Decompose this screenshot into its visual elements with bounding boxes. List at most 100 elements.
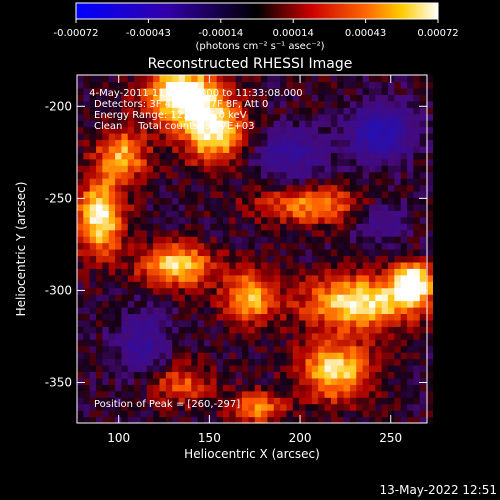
heatmap-cell: [273, 319, 281, 327]
heatmap-cell: [191, 75, 199, 83]
heatmap-cell: [356, 358, 364, 366]
heatmap-cell: [375, 416, 383, 424]
heatmap-cell: [153, 191, 161, 199]
heatmap-cell: [89, 107, 97, 115]
heatmap-cell: [388, 236, 395, 244]
heatmap-cell: [216, 384, 224, 392]
heatmap-cell: [343, 152, 351, 160]
heatmap-cell: [413, 242, 421, 250]
heatmap-cell: [83, 145, 91, 153]
heatmap-cell: [235, 223, 243, 231]
heatmap-cell: [235, 294, 243, 302]
heatmap-cell: [102, 268, 110, 276]
heatmap-cell: [388, 255, 395, 263]
heatmap-cell: [229, 178, 237, 186]
heatmap-cell: [248, 126, 256, 134]
heatmap-cell: [102, 281, 110, 289]
heatmap-cell: [127, 210, 135, 218]
heatmap-cell: [362, 229, 370, 237]
heatmap-cell: [83, 197, 91, 205]
heatmap-cell: [102, 319, 110, 327]
heatmap-cell: [375, 165, 383, 173]
heatmap-cell: [102, 126, 110, 134]
heatmap-cell: [349, 145, 357, 153]
colorbar-tick-label: -0.00014: [198, 28, 243, 39]
heatmap-cell: [388, 120, 395, 128]
heatmap-cell: [356, 294, 364, 302]
heatmap-cell: [248, 203, 256, 211]
heatmap-cell: [349, 94, 357, 102]
heatmap-cell: [203, 307, 211, 315]
heatmap-cell: [324, 178, 332, 186]
heatmap-cell: [248, 184, 256, 192]
heatmap-cell: [134, 165, 142, 173]
heatmap-cell: [261, 352, 269, 360]
heatmap-cell: [362, 191, 370, 199]
y-tick-label: -250: [45, 191, 72, 205]
heatmap-cell: [159, 249, 167, 257]
heatmap-cell: [368, 397, 376, 405]
heatmap-cell: [89, 120, 97, 128]
heatmap-cell: [197, 307, 205, 315]
heatmap-cell: [419, 236, 427, 244]
heatmap-cell: [368, 171, 376, 179]
heatmap-cell: [229, 158, 237, 166]
heatmap-cell: [407, 229, 414, 237]
heatmap-cell: [140, 377, 148, 385]
heatmap-cell: [330, 87, 338, 95]
heatmap-cell: [280, 120, 288, 128]
heatmap-cell: [362, 87, 370, 95]
heatmap-cell: [216, 229, 224, 237]
heatmap-cell: [254, 300, 262, 308]
heatmap-cell: [330, 197, 338, 205]
heatmap-cell: [426, 332, 434, 340]
heatmap-cell: [197, 332, 205, 340]
heatmap-cell: [89, 352, 97, 360]
heatmap-cell: [178, 410, 186, 418]
heatmap-cell: [419, 307, 427, 315]
heatmap-cell: [165, 133, 173, 141]
heatmap-cell: [127, 178, 135, 186]
heatmap-cell: [388, 191, 395, 199]
heatmap-cell: [362, 339, 370, 347]
heatmap-cell: [292, 332, 300, 340]
heatmap-cell: [413, 107, 421, 115]
heatmap-cell: [115, 100, 123, 108]
heatmap-cell: [134, 384, 142, 392]
heatmap-cell: [159, 242, 167, 250]
heatmap-cell: [349, 268, 357, 276]
heatmap-cell: [381, 249, 389, 257]
heatmap-cell: [394, 133, 402, 141]
heatmap-cell: [108, 287, 116, 295]
heatmap-cell: [140, 216, 148, 224]
heatmap-cell: [121, 145, 129, 153]
heatmap-cell: [254, 274, 262, 282]
heatmap-cell: [203, 120, 211, 128]
heatmap-cell: [191, 365, 199, 373]
heatmap-cell: [356, 120, 364, 128]
heatmap-cell: [216, 416, 224, 424]
heatmap-cell: [77, 139, 84, 147]
heatmap-cell: [229, 152, 237, 160]
heatmap-cell: [184, 319, 192, 327]
heatmap-cell: [146, 191, 154, 199]
heatmap-cell: [197, 203, 205, 211]
heatmap-cell: [216, 255, 224, 263]
heatmap-cell: [235, 332, 243, 340]
heatmap-cell: [102, 358, 110, 366]
heatmap-cell: [330, 300, 338, 308]
heatmap-cell: [191, 371, 199, 379]
heatmap-cell: [197, 397, 205, 405]
heatmap-cell: [343, 345, 351, 353]
heatmap-cell: [191, 120, 199, 128]
heatmap-cell: [381, 87, 389, 95]
heatmap-cell: [178, 184, 186, 192]
heatmap-cell: [115, 178, 123, 186]
heatmap-cell: [273, 326, 281, 334]
heatmap-cell: [305, 377, 313, 385]
heatmap-cell: [235, 300, 243, 308]
heatmap-cell: [349, 261, 357, 269]
heatmap-cell: [356, 158, 364, 166]
heatmap-cell: [121, 94, 129, 102]
heatmap-cell: [311, 307, 319, 315]
